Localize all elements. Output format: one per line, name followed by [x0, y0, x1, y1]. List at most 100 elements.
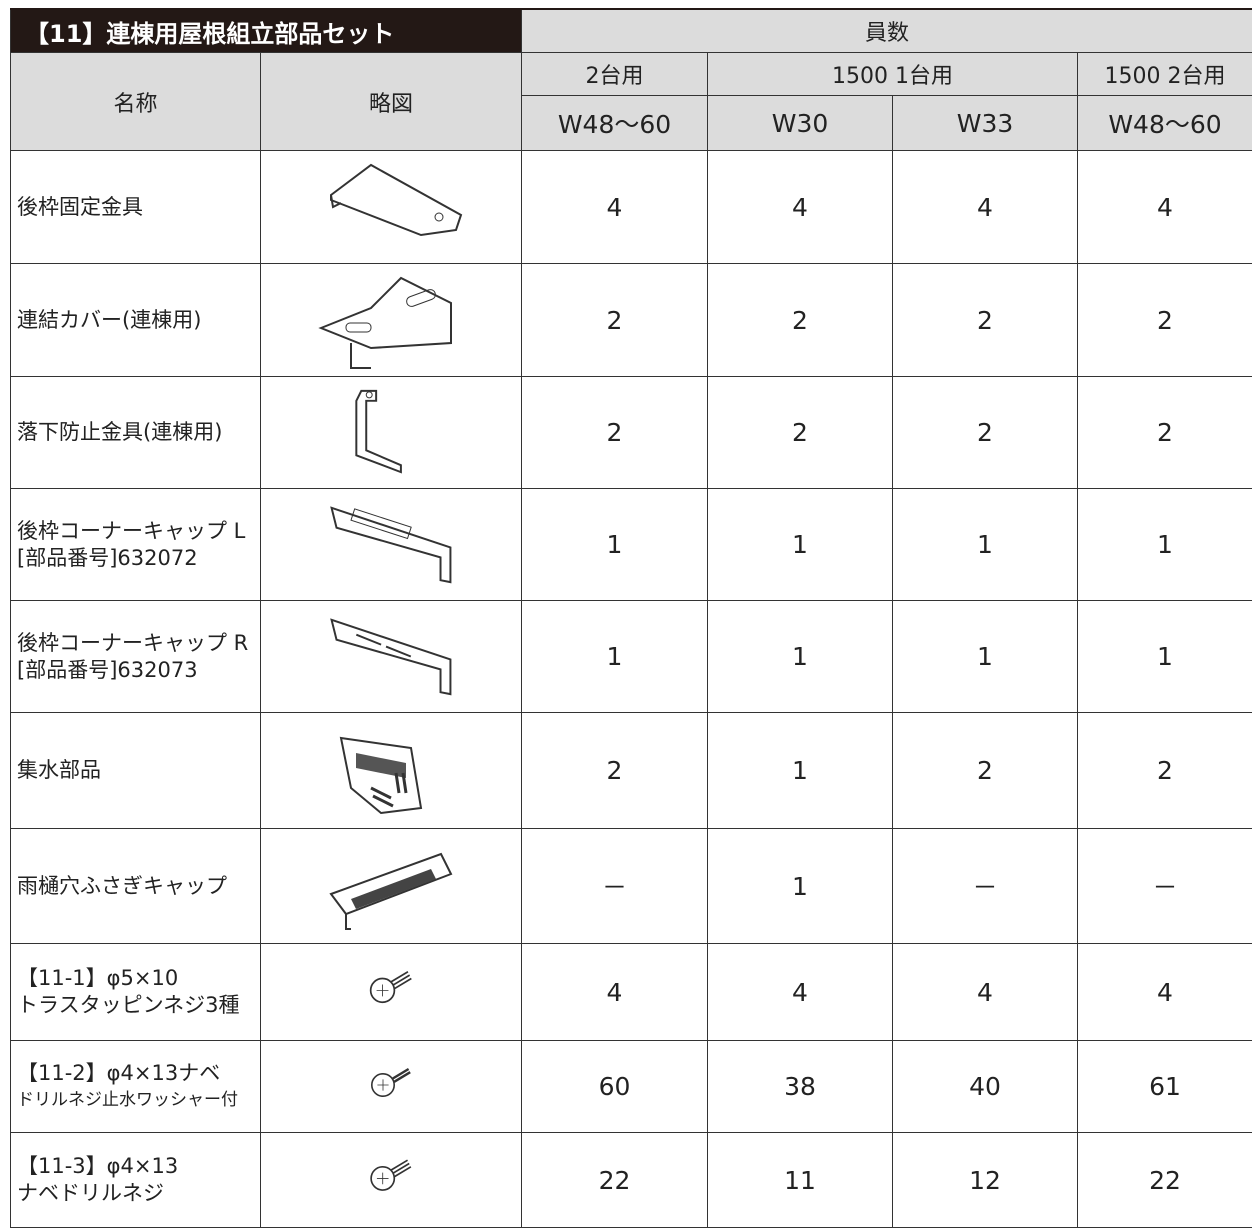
count: 2: [893, 264, 1078, 377]
count: 2: [893, 377, 1078, 489]
table-title: 【11】連棟用屋根組立部品セット: [11, 9, 522, 53]
part-illustration: [311, 268, 471, 373]
count: －: [1078, 829, 1252, 944]
part-name-line: 連結カバー(連棟用): [17, 307, 260, 334]
part-illustration: [311, 948, 471, 1037]
count: 12: [893, 1133, 1078, 1228]
part-diagram: [261, 1041, 522, 1133]
part-diagram: [261, 713, 522, 829]
count: 4: [708, 151, 893, 264]
count: 1: [708, 713, 893, 829]
count: 4: [1078, 944, 1252, 1041]
count: 1: [893, 601, 1078, 713]
count: 1: [708, 489, 893, 601]
part-name: 後枠コーナーキャップ R[部品番号]632073: [11, 601, 261, 713]
part-illustration: [311, 381, 471, 485]
part-name-line: [部品番号]632072: [17, 545, 260, 572]
count: －: [893, 829, 1078, 944]
part-name: 雨樋穴ふさぎキャップ: [11, 829, 261, 944]
part-name: 連結カバー(連棟用): [11, 264, 261, 377]
part-row: 雨樋穴ふさぎキャップ－1－－: [11, 829, 1252, 944]
part-illustration: [311, 1045, 471, 1129]
count: 2: [522, 377, 708, 489]
part-diagram: [261, 601, 522, 713]
count: 1: [522, 489, 708, 601]
group-header: 2台用: [522, 53, 708, 96]
count: 2: [1078, 264, 1252, 377]
count: 22: [522, 1133, 708, 1228]
part-name-line: 【11-3】φ4×13: [17, 1153, 260, 1180]
count: 40: [893, 1041, 1078, 1133]
part-name-line: 後枠コーナーキャップ R: [17, 630, 260, 657]
header-row: 【11】連棟用屋根組立部品セット員数: [11, 9, 1252, 53]
size-header: W48～60: [1078, 96, 1252, 151]
part-name: 落下防止金具(連棟用): [11, 377, 261, 489]
count: 1: [522, 601, 708, 713]
group-header: 1500 1台用: [708, 53, 1078, 96]
size-header: W33: [893, 96, 1078, 151]
part-name-line: ドリルネジ止水ワッシャー付: [17, 1087, 260, 1114]
count: 4: [893, 151, 1078, 264]
count: 4: [893, 944, 1078, 1041]
part-diagram: [261, 1133, 522, 1228]
count: 22: [1078, 1133, 1252, 1228]
diagram-header: 略図: [261, 53, 522, 151]
count: 2: [893, 713, 1078, 829]
part-name-line: [部品番号]632073: [17, 657, 260, 684]
name-header: 名称: [11, 53, 261, 151]
part-diagram: [261, 264, 522, 377]
part-name: 【11-2】φ4×13ナベドリルネジ止水ワッシャー付: [11, 1041, 261, 1133]
part-illustration: [311, 605, 471, 709]
part-illustration: [311, 1137, 471, 1224]
count: 4: [522, 944, 708, 1041]
count: 1: [708, 829, 893, 944]
part-name-line: 後枠固定金具: [17, 194, 260, 221]
count: 61: [1078, 1041, 1252, 1133]
part-illustration: [311, 155, 471, 260]
count: 4: [708, 944, 893, 1041]
part-name-line: 後枠コーナーキャップ L: [17, 518, 260, 545]
quantity-header: 員数: [522, 9, 1252, 53]
part-name-line: 【11-1】φ5×10: [17, 965, 260, 992]
count: 2: [522, 264, 708, 377]
count: 60: [522, 1041, 708, 1133]
count: 11: [708, 1133, 893, 1228]
part-diagram: [261, 377, 522, 489]
part-name: 後枠コーナーキャップ L[部品番号]632072: [11, 489, 261, 601]
size-header: W30: [708, 96, 893, 151]
count: 1: [893, 489, 1078, 601]
part-illustration: [311, 834, 471, 939]
count: 1: [1078, 489, 1252, 601]
part-name-line: 雨樋穴ふさぎキャップ: [17, 873, 260, 900]
part-diagram: [261, 151, 522, 264]
part-illustration: [311, 493, 471, 597]
count: 1: [1078, 601, 1252, 713]
count: 2: [522, 713, 708, 829]
count: 4: [1078, 151, 1252, 264]
size-header: W48～60: [522, 96, 708, 151]
group-header: 1500 2台用: [1078, 53, 1252, 96]
count: 4: [522, 151, 708, 264]
part-name: 集水部品: [11, 713, 261, 829]
part-name: 後枠固定金具: [11, 151, 261, 264]
count: 2: [708, 264, 893, 377]
count: －: [522, 829, 708, 944]
part-diagram: [261, 489, 522, 601]
part-diagram: [261, 944, 522, 1041]
part-name-line: ナベドリルネジ: [17, 1180, 260, 1207]
part-name-line: 落下防止金具(連棟用): [17, 419, 260, 446]
